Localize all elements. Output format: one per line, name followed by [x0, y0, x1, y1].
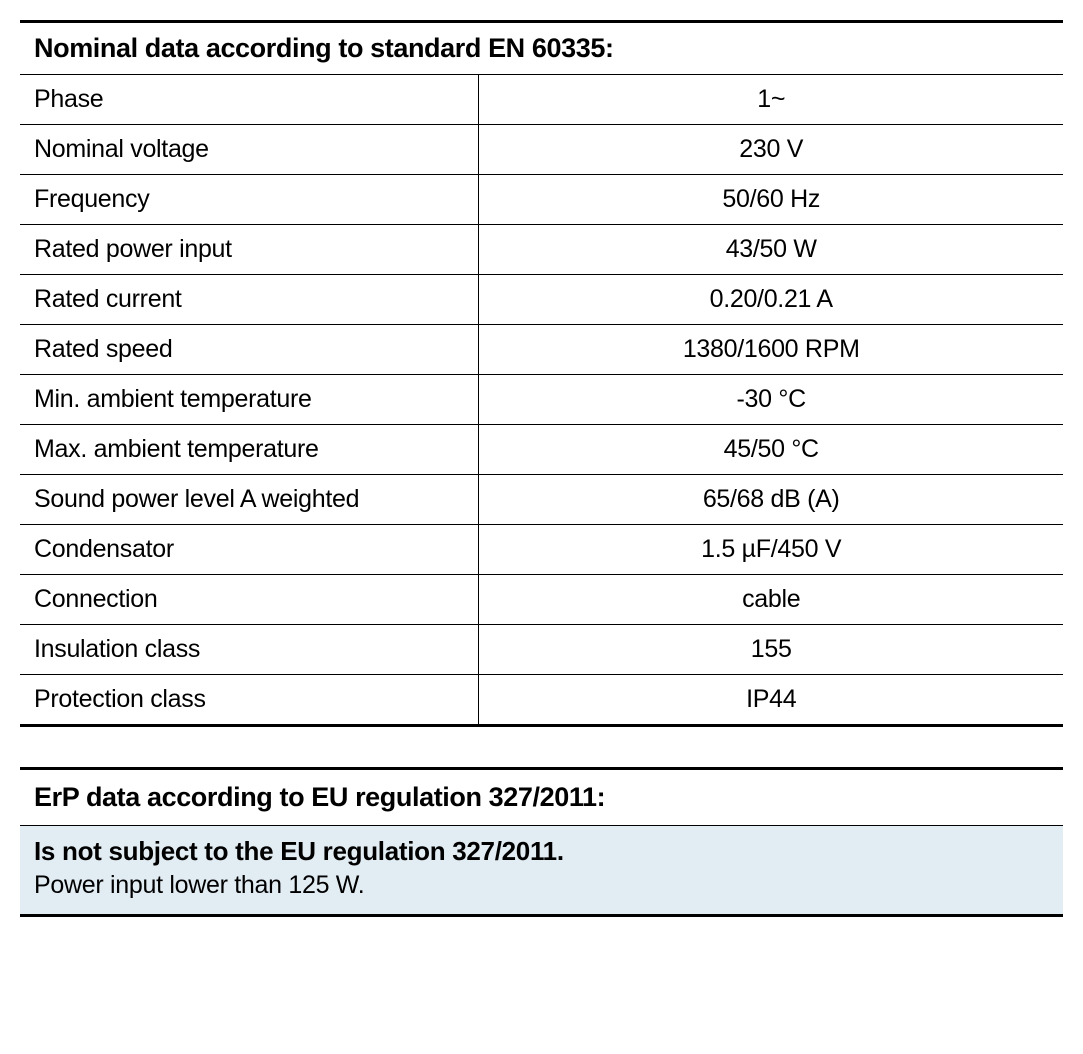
table-row: Protection class IP44 — [20, 675, 1063, 726]
table-row: Rated speed 1380/1600 RPM — [20, 325, 1063, 375]
table-row: Frequency 50/60 Hz — [20, 175, 1063, 225]
table-row: Condensator 1.5 µF/450 V — [20, 525, 1063, 575]
spec-value: -30 °C — [479, 375, 1063, 425]
erp-notice-box: Is not subject to the EU regulation 327/… — [20, 826, 1063, 916]
spec-label: Min. ambient temperature — [20, 375, 479, 425]
table-row: Nominal voltage 230 V — [20, 125, 1063, 175]
spec-value: IP44 — [479, 675, 1063, 726]
erp-table-header: ErP data according to EU regulation 327/… — [20, 769, 1063, 826]
spec-label: Rated current — [20, 275, 479, 325]
spec-value: 1.5 µF/450 V — [479, 525, 1063, 575]
spec-value: 1380/1600 RPM — [479, 325, 1063, 375]
spec-label: Frequency — [20, 175, 479, 225]
spec-value: 230 V — [479, 125, 1063, 175]
table-row: Min. ambient temperature -30 °C — [20, 375, 1063, 425]
spec-table-header: Nominal data according to standard EN 60… — [20, 22, 1063, 75]
spec-label: Rated power input — [20, 225, 479, 275]
erp-notice-subtitle: Power input lower than 125 W. — [34, 871, 1049, 900]
spec-value: 155 — [479, 625, 1063, 675]
spec-value: 45/50 °C — [479, 425, 1063, 475]
table-row: Rated current 0.20/0.21 A — [20, 275, 1063, 325]
erp-row: Is not subject to the EU regulation 327/… — [20, 826, 1063, 916]
erp-notice-title: Is not subject to the EU regulation 327/… — [34, 836, 1049, 867]
table-row: Max. ambient temperature 45/50 °C — [20, 425, 1063, 475]
erp-table: ErP data according to EU regulation 327/… — [20, 767, 1063, 917]
spec-table-body: Phase 1~ Nominal voltage 230 V Frequency… — [20, 75, 1063, 726]
spec-label: Condensator — [20, 525, 479, 575]
spec-value: 0.20/0.21 A — [479, 275, 1063, 325]
page-content: Nominal data according to standard EN 60… — [20, 20, 1063, 917]
spec-value: 1~ — [479, 75, 1063, 125]
spec-label: Insulation class — [20, 625, 479, 675]
table-row: Insulation class 155 — [20, 625, 1063, 675]
spec-label: Sound power level A weighted — [20, 475, 479, 525]
spec-label: Max. ambient temperature — [20, 425, 479, 475]
spec-label: Rated speed — [20, 325, 479, 375]
spec-value: 43/50 W — [479, 225, 1063, 275]
spec-label: Protection class — [20, 675, 479, 726]
spec-value: cable — [479, 575, 1063, 625]
spec-label: Phase — [20, 75, 479, 125]
spec-value: 50/60 Hz — [479, 175, 1063, 225]
table-row: Connection cable — [20, 575, 1063, 625]
table-row: Rated power input 43/50 W — [20, 225, 1063, 275]
table-row: Phase 1~ — [20, 75, 1063, 125]
table-row: Sound power level A weighted 65/68 dB (A… — [20, 475, 1063, 525]
spec-table: Nominal data according to standard EN 60… — [20, 20, 1063, 727]
spec-label: Connection — [20, 575, 479, 625]
spec-value: 65/68 dB (A) — [479, 475, 1063, 525]
spec-label: Nominal voltage — [20, 125, 479, 175]
